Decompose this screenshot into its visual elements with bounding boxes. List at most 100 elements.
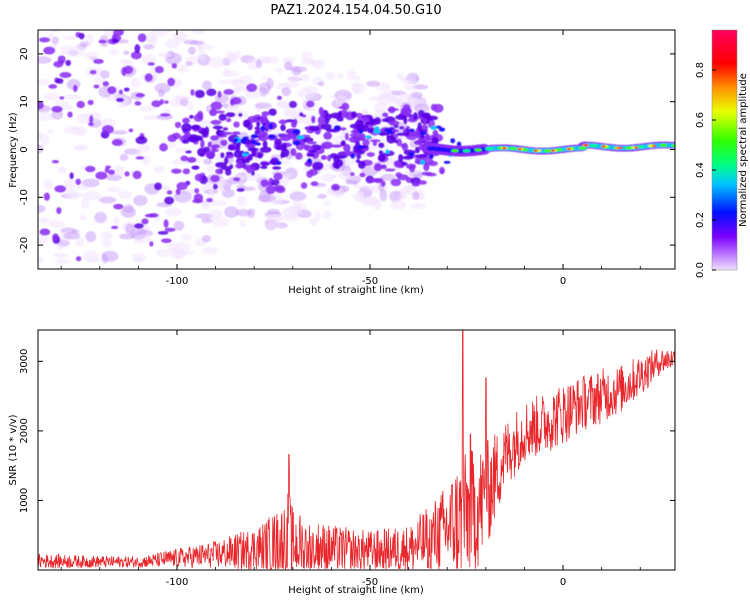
spectrogram-cell: [41, 30, 45, 31]
spectrogram-cell: [194, 173, 203, 182]
spectrogram-cell: [378, 142, 385, 149]
spectrogram-cell: [279, 133, 292, 142]
spectrogram-cell: [225, 168, 232, 176]
spectrogram-cell: [210, 101, 223, 111]
spectrogram-cell: [337, 111, 342, 119]
spectrogram-cell: [130, 51, 142, 60]
spectrogram-cell: [322, 210, 332, 220]
snr-y-tick-label: 3000: [19, 349, 30, 374]
spectrogram-cell: [209, 108, 217, 117]
spectrogram-cell: [321, 123, 332, 130]
spectrogram-cell: [439, 169, 445, 175]
spectrogram-cell: [181, 139, 190, 144]
spectrogram-cell: [134, 44, 141, 54]
spectrogram-cell: [222, 127, 229, 131]
spectrogram-cell: [508, 146, 517, 151]
spectrogram-cell: [417, 122, 422, 130]
spectrogram-cell: [39, 133, 50, 145]
spectrogram-cell: [300, 182, 308, 189]
spectrogram-cell: [100, 117, 116, 129]
spectrogram-cell: [412, 112, 418, 121]
spectrogram-cell: [268, 108, 277, 116]
spectrogram-cell: [425, 133, 430, 140]
spectrogram-cell: [386, 135, 396, 144]
spectrogram-cell: [258, 131, 269, 137]
spectrogram-cell: [260, 125, 266, 132]
spectrogram-cell: [141, 218, 149, 225]
spectrogram-cell: [323, 131, 332, 140]
spectrogram-cell: [359, 172, 366, 178]
spectrogram-cell: [474, 148, 483, 152]
spectrogram-heatmap: [38, 18, 675, 265]
spectrogram-cell: [450, 149, 459, 153]
spectrogram-cell: [277, 100, 289, 109]
spectrogram-cell: [85, 231, 97, 243]
spectrogram-cell: [124, 171, 130, 177]
spectrogram-cell: [291, 120, 297, 128]
spectrogram-cell: [380, 173, 396, 181]
spectrogram-cell: [301, 137, 314, 143]
spectrogram-cell: [111, 38, 120, 43]
spectrogram-cell: [412, 84, 429, 90]
spectrogram-cell: [39, 228, 51, 236]
spectrogram-cell: [118, 190, 133, 200]
spectrogram-cell: [233, 138, 239, 143]
spectrogram-cell: [310, 181, 319, 187]
spectrogram-cell: [433, 103, 444, 113]
spectrogram-cell: [304, 145, 313, 152]
spectrogram-cell: [350, 153, 356, 159]
spectrogram-cell: [164, 227, 176, 232]
spectrogram-cell: [38, 217, 50, 224]
spectrogram-cell: [317, 193, 327, 199]
spectrogram-cell: [358, 160, 366, 169]
spectrogram-cell: [578, 146, 587, 150]
spectrogram-cell: [303, 86, 319, 94]
spectrogram-cell: [89, 69, 97, 75]
spectrogram-cell: [295, 152, 303, 160]
spectrogram-cell: [175, 188, 181, 195]
spectrogram-cell: [51, 105, 63, 113]
spectrogram-cell: [414, 103, 430, 113]
spectrogram-cell: [149, 241, 154, 247]
spectrogram-cell: [182, 117, 190, 124]
spectrogram-cell: [352, 192, 365, 202]
spectrogram-cell: [366, 152, 375, 157]
spectrogram-cell: [194, 188, 200, 194]
spectrogram-x-tick-label: -50: [362, 276, 378, 287]
spectrogram-cell: [202, 158, 213, 165]
spectrogram-cell: [250, 134, 258, 139]
spectrogram-cell: [154, 65, 164, 74]
spectrogram-cell: [94, 77, 106, 85]
spectrogram-cell: [134, 101, 142, 106]
spectrogram-cell: [671, 144, 675, 148]
spectrogram-cell: [183, 39, 199, 45]
spectrogram-cell: [93, 84, 100, 89]
spectrogram-cell: [275, 186, 286, 194]
spectrogram-cell: [41, 18, 56, 28]
spectrogram-cell: [652, 144, 657, 147]
spectrogram-cell: [151, 100, 162, 108]
spectrogram-cell: [232, 177, 241, 182]
spectrogram-cell: [242, 136, 250, 141]
spectrogram-cell: [337, 72, 344, 80]
spectrogram-cell: [208, 56, 226, 69]
spectrogram-cell: [358, 128, 364, 134]
spectrogram-cell: [258, 135, 268, 142]
spectrogram-cell: [63, 35, 79, 41]
spectrogram-cell: [364, 135, 372, 139]
spectrogram-cell: [224, 206, 239, 218]
spectrogram-cell: [143, 114, 161, 121]
spectrogram-cell: [589, 144, 598, 148]
spectrogram-cell: [187, 46, 196, 55]
spectrogram-cell: [377, 153, 386, 162]
spectrogram-cell: [102, 125, 114, 134]
spectrogram-cell: [306, 153, 315, 157]
spectrogram-cell: [128, 128, 134, 133]
spectrogram-cell: [78, 32, 85, 40]
spectrogram-cell: [311, 144, 322, 151]
spectrogram-cell: [356, 154, 362, 160]
spectrogram-cell: [84, 51, 100, 60]
spectrogram-cell: [89, 114, 94, 124]
